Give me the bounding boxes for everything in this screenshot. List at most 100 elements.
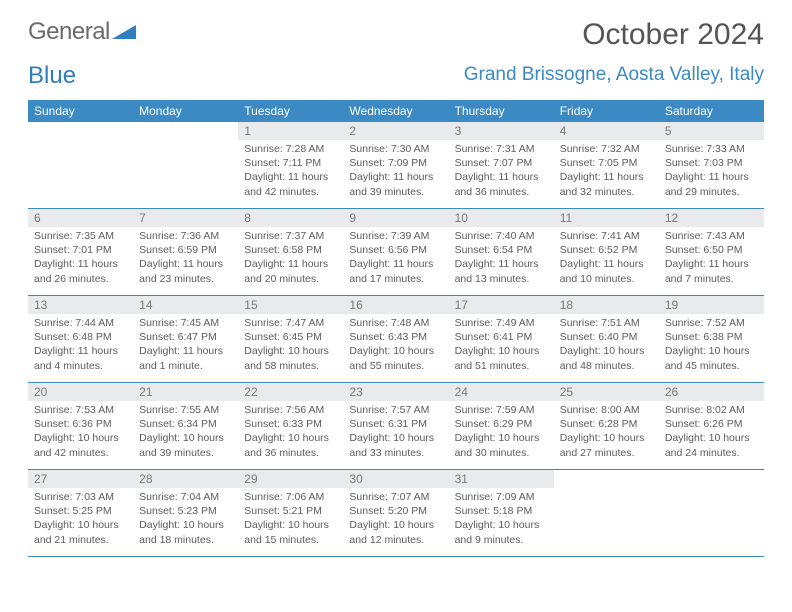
day-body: Sunrise: 7:52 AMSunset: 6:38 PMDaylight:… xyxy=(659,316,764,373)
daylight-text: Daylight: 10 hours and 55 minutes. xyxy=(349,344,442,372)
sunset-text: Sunset: 6:48 PM xyxy=(34,330,127,344)
day-cell: 3Sunrise: 7:31 AMSunset: 7:07 PMDaylight… xyxy=(449,122,554,208)
sunrise-text: Sunrise: 7:49 AM xyxy=(455,316,548,330)
day-cell: 14Sunrise: 7:45 AMSunset: 6:47 PMDayligh… xyxy=(133,296,238,382)
sunrise-text: Sunrise: 7:04 AM xyxy=(139,490,232,504)
sunrise-text: Sunrise: 8:00 AM xyxy=(560,403,653,417)
day-body: Sunrise: 7:56 AMSunset: 6:33 PMDaylight:… xyxy=(238,403,343,460)
day-cell: 8Sunrise: 7:37 AMSunset: 6:58 PMDaylight… xyxy=(238,209,343,295)
day-body: Sunrise: 7:07 AMSunset: 5:20 PMDaylight:… xyxy=(343,490,448,547)
sunrise-text: Sunrise: 7:51 AM xyxy=(560,316,653,330)
sunset-text: Sunset: 5:25 PM xyxy=(34,504,127,518)
week-row: 20Sunrise: 7:53 AMSunset: 6:36 PMDayligh… xyxy=(28,383,764,470)
day-body: Sunrise: 7:09 AMSunset: 5:18 PMDaylight:… xyxy=(449,490,554,547)
day-number: 4 xyxy=(554,122,659,140)
day-body: Sunrise: 7:32 AMSunset: 7:05 PMDaylight:… xyxy=(554,142,659,199)
sunset-text: Sunset: 7:05 PM xyxy=(560,156,653,170)
day-number: 26 xyxy=(659,383,764,401)
daylight-text: Daylight: 11 hours and 13 minutes. xyxy=(455,257,548,285)
day-cell: 18Sunrise: 7:51 AMSunset: 6:40 PMDayligh… xyxy=(554,296,659,382)
day-cell: 10Sunrise: 7:40 AMSunset: 6:54 PMDayligh… xyxy=(449,209,554,295)
sunrise-text: Sunrise: 7:48 AM xyxy=(349,316,442,330)
logo-triangle-icon xyxy=(112,23,138,41)
day-number: 11 xyxy=(554,209,659,227)
sunset-text: Sunset: 5:21 PM xyxy=(244,504,337,518)
week-row: 27 Sunrise: 7:03 AMSunset: 5:25 PMDayligh… xyxy=(28,470,764,557)
daylight-text: Daylight: 11 hours and 7 minutes. xyxy=(665,257,758,285)
daylight-text: Daylight: 10 hours and 30 minutes. xyxy=(455,431,548,459)
daylight-text: Daylight: 10 hours and 18 minutes. xyxy=(139,518,232,546)
day-body: Sunrise: 7:43 AMSunset: 6:50 PMDaylight:… xyxy=(659,229,764,286)
daylight-text: Daylight: 11 hours and 32 minutes. xyxy=(560,170,653,198)
sunrise-text: Sunrise: 7:40 AM xyxy=(455,229,548,243)
sunrise-text: Sunrise: 7:33 AM xyxy=(665,142,758,156)
day-cell: 6Sunrise: 7:35 AMSunset: 7:01 PMDaylight… xyxy=(28,209,133,295)
day-cell: 27 Sunrise: 7:03 AMSunset: 5:25 PMDayligh… xyxy=(28,470,133,556)
daylight-text: Daylight: 10 hours and 39 minutes. xyxy=(139,431,232,459)
dayname-sun: Sunday xyxy=(28,100,133,122)
day-body: Sunrise: 7:31 AMSunset: 7:07 PMDaylight:… xyxy=(449,142,554,199)
day-body: Sunrise: 7:03 AMSunset: 5:25 PMDaylight:… xyxy=(28,490,133,547)
day-number: 5 xyxy=(659,122,764,140)
day-body: Sunrise: 7:39 AMSunset: 6:56 PMDaylight:… xyxy=(343,229,448,286)
day-body: Sunrise: 7:48 AMSunset: 6:43 PMDaylight:… xyxy=(343,316,448,373)
daylight-text: Daylight: 11 hours and 26 minutes. xyxy=(34,257,127,285)
sunrise-text: Sunrise: 7:59 AM xyxy=(455,403,548,417)
day-number: 6 xyxy=(28,209,133,227)
day-body: Sunrise: 7:36 AMSunset: 6:59 PMDaylight:… xyxy=(133,229,238,286)
sunset-text: Sunset: 6:38 PM xyxy=(665,330,758,344)
day-number: 1 xyxy=(238,122,343,140)
daylight-text: Daylight: 10 hours and 15 minutes. xyxy=(244,518,337,546)
day-body: Sunrise: 7:59 AMSunset: 6:29 PMDaylight:… xyxy=(449,403,554,460)
sunrise-text: Sunrise: 7:32 AM xyxy=(560,142,653,156)
day-cell xyxy=(133,122,238,208)
daylight-text: Daylight: 10 hours and 9 minutes. xyxy=(455,518,548,546)
daylight-text: Daylight: 10 hours and 27 minutes. xyxy=(560,431,653,459)
day-body: Sunrise: 7:51 AMSunset: 6:40 PMDaylight:… xyxy=(554,316,659,373)
daylight-text: Daylight: 10 hours and 12 minutes. xyxy=(349,518,442,546)
day-number: 24 xyxy=(449,383,554,401)
day-number: 27 xyxy=(28,470,133,488)
sunset-text: Sunset: 6:29 PM xyxy=(455,417,548,431)
day-cell: 28Sunrise: 7:04 AMSunset: 5:23 PMDayligh… xyxy=(133,470,238,556)
sunrise-text: Sunrise: 7:41 AM xyxy=(560,229,653,243)
day-number: 8 xyxy=(238,209,343,227)
day-number: 7 xyxy=(133,209,238,227)
sunrise-text: Sunrise: 7:52 AM xyxy=(665,316,758,330)
day-cell: 4 Sunrise: 7:32 AMSunset: 7:05 PMDaylight… xyxy=(554,122,659,208)
sunset-text: Sunset: 6:26 PM xyxy=(665,417,758,431)
sunset-text: Sunset: 6:40 PM xyxy=(560,330,653,344)
sunrise-text: Sunrise: 7:28 AM xyxy=(244,142,337,156)
day-number: 23 xyxy=(343,383,448,401)
daylight-text: Daylight: 10 hours and 42 minutes. xyxy=(34,431,127,459)
day-body: Sunrise: 7:33 AMSunset: 7:03 PMDaylight:… xyxy=(659,142,764,199)
day-cell: 20Sunrise: 7:53 AMSunset: 6:36 PMDayligh… xyxy=(28,383,133,469)
daylight-text: Daylight: 11 hours and 39 minutes. xyxy=(349,170,442,198)
day-number: 9 xyxy=(343,209,448,227)
sunrise-text: Sunrise: 7:44 AM xyxy=(34,316,127,330)
day-cell: 23Sunrise: 7:57 AMSunset: 6:31 PMDayligh… xyxy=(343,383,448,469)
day-cell: 25Sunrise: 8:00 AMSunset: 6:28 PMDayligh… xyxy=(554,383,659,469)
day-cell: 16Sunrise: 7:48 AMSunset: 6:43 PMDayligh… xyxy=(343,296,448,382)
sunset-text: Sunset: 6:45 PM xyxy=(244,330,337,344)
sunrise-text: Sunrise: 7:53 AM xyxy=(34,403,127,417)
day-cell: 26 Sunrise: 8:02 AMSunset: 6:26 PMDayligh… xyxy=(659,383,764,469)
sunset-text: Sunset: 5:20 PM xyxy=(349,504,442,518)
brand-word2: Blue xyxy=(28,62,764,90)
day-body: Sunrise: 7:47 AMSunset: 6:45 PMDaylight:… xyxy=(238,316,343,373)
sunrise-text: Sunrise: 7:56 AM xyxy=(244,403,337,417)
day-cell: 7 Sunrise: 7:36 AMSunset: 6:59 PMDaylight… xyxy=(133,209,238,295)
daylight-text: Daylight: 10 hours and 24 minutes. xyxy=(665,431,758,459)
day-body: Sunrise: 7:41 AMSunset: 6:52 PMDaylight:… xyxy=(554,229,659,286)
sunrise-text: Sunrise: 7:09 AM xyxy=(455,490,548,504)
sunset-text: Sunset: 7:11 PM xyxy=(244,156,337,170)
sunrise-text: Sunrise: 7:55 AM xyxy=(139,403,232,417)
sunrise-text: Sunrise: 7:07 AM xyxy=(349,490,442,504)
day-number: 2 xyxy=(343,122,448,140)
day-cell: 19Sunrise: 7:52 AMSunset: 6:38 PMDayligh… xyxy=(659,296,764,382)
day-body: Sunrise: 7:49 AMSunset: 6:41 PMDaylight:… xyxy=(449,316,554,373)
sunset-text: Sunset: 6:50 PM xyxy=(665,243,758,257)
brand-word1: General xyxy=(28,18,110,46)
sunset-text: Sunset: 6:33 PM xyxy=(244,417,337,431)
sunrise-text: Sunrise: 8:02 AM xyxy=(665,403,758,417)
